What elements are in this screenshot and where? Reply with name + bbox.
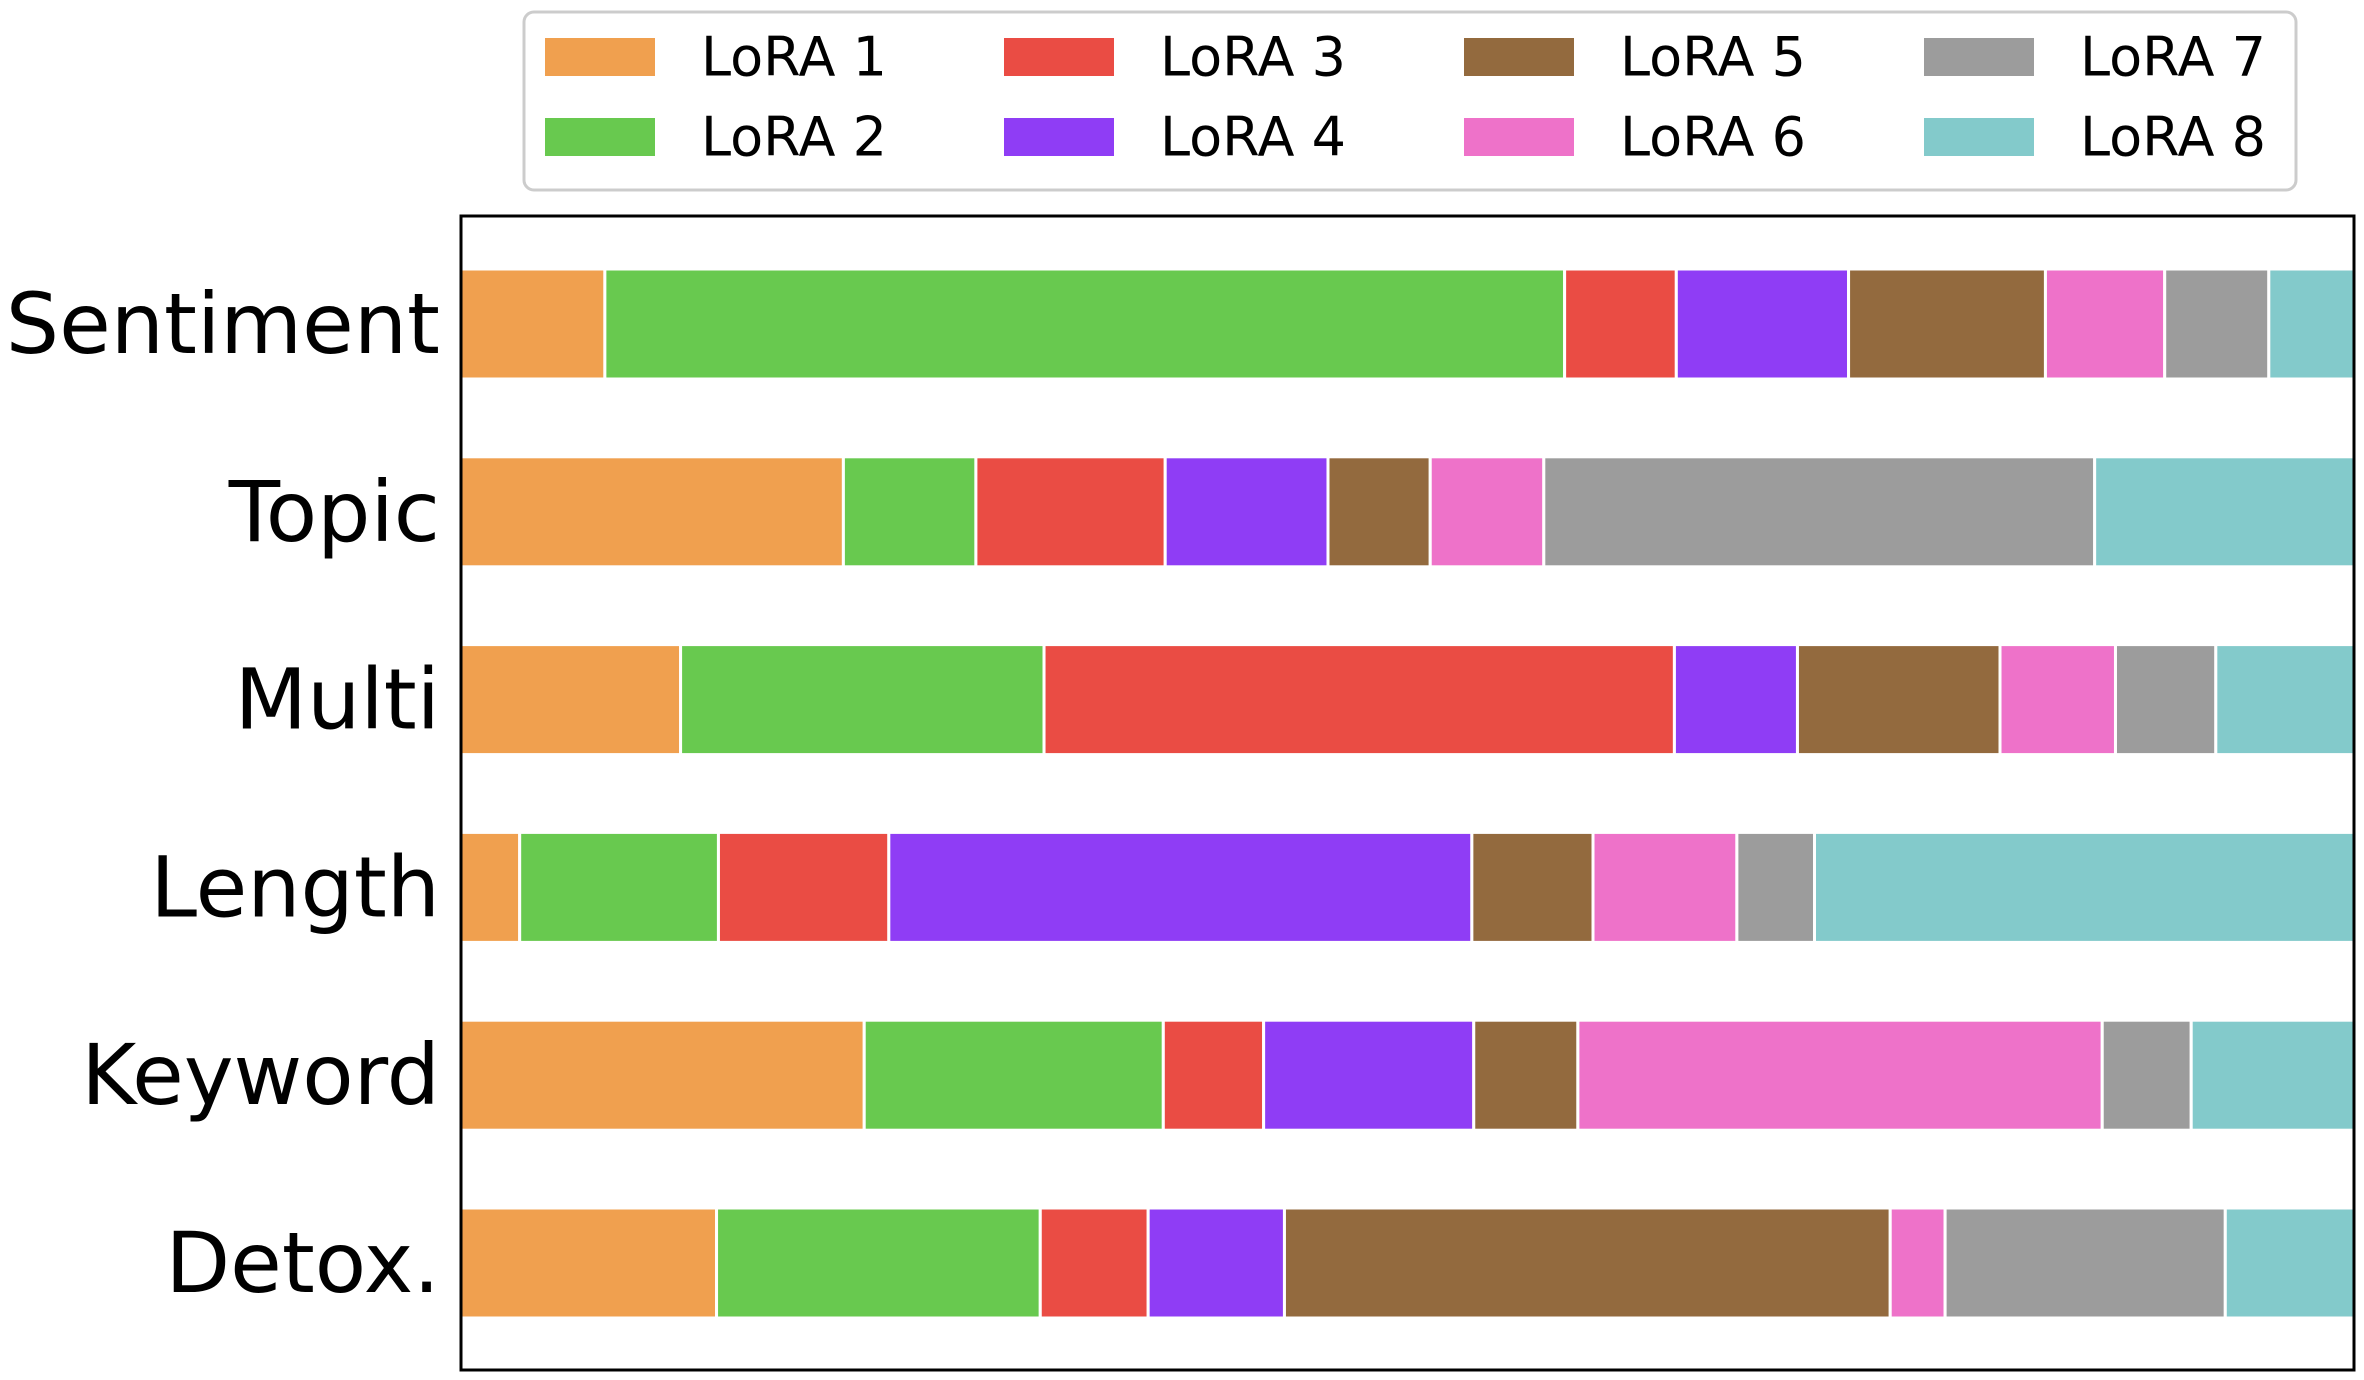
bar-segment-length-lora-8 bbox=[1813, 830, 2356, 944]
bar-segment-sentiment-lora-8 bbox=[2267, 267, 2356, 381]
bar-segment-keyword-lora-2 bbox=[862, 1018, 1165, 1132]
bar-segment-keyword-lora-3 bbox=[1161, 1018, 1266, 1132]
legend-swatch-lora-6 bbox=[1464, 118, 1574, 156]
bar-segment-length-lora-5 bbox=[1470, 830, 1595, 944]
bar-segment-topic-lora-7 bbox=[1542, 455, 2097, 569]
legend-label-lora-1: LoRA 1 bbox=[701, 26, 887, 89]
bar-segment-detox-lora-4 bbox=[1146, 1206, 1286, 1320]
bar-segment-multi-lora-7 bbox=[2113, 643, 2218, 757]
bar-segment-length-lora-1 bbox=[459, 830, 522, 944]
category-label-sentiment: Sentiment bbox=[6, 275, 440, 373]
bar-segment-topic-lora-3 bbox=[974, 455, 1167, 569]
bar-segment-topic-lora-6 bbox=[1428, 455, 1546, 569]
bar-segment-detox-lora-8 bbox=[2223, 1206, 2356, 1320]
bar-segment-detox-lora-7 bbox=[1943, 1206, 2227, 1320]
category-label-topic: Topic bbox=[228, 463, 440, 561]
category-label-detox: Detox. bbox=[165, 1214, 440, 1312]
plot-frame bbox=[459, 214, 2356, 1372]
legend-label-lora-5: LoRA 5 bbox=[1620, 26, 1806, 89]
bar-segment-multi-lora-8 bbox=[2214, 643, 2356, 757]
bar-segment-sentiment-lora-4 bbox=[1674, 267, 1851, 381]
bar-segment-keyword-lora-6 bbox=[1576, 1018, 2104, 1132]
legend-label-lora-3: LoRA 3 bbox=[1160, 26, 1346, 89]
legend-label-lora-7: LoRA 7 bbox=[2080, 26, 2266, 89]
bar-segment-keyword-lora-5 bbox=[1472, 1018, 1580, 1132]
bar-segment-keyword-lora-4 bbox=[1262, 1018, 1476, 1132]
bar-segment-keyword-lora-1 bbox=[459, 1018, 866, 1132]
legend-swatch-lora-1 bbox=[545, 38, 655, 76]
legend-label-lora-8: LoRA 8 bbox=[2080, 106, 2266, 169]
plot-area bbox=[459, 267, 2356, 1320]
legend-swatch-lora-4 bbox=[1004, 118, 1114, 156]
legend-swatch-lora-5 bbox=[1464, 38, 1574, 76]
bar-segment-keyword-lora-8 bbox=[2189, 1018, 2356, 1132]
legend-swatch-lora-7 bbox=[1924, 38, 2034, 76]
bar-segment-topic-lora-4 bbox=[1163, 455, 1330, 569]
bar-segment-keyword-lora-7 bbox=[2100, 1018, 2193, 1132]
legend-label-lora-6: LoRA 6 bbox=[1620, 106, 1806, 169]
bar-segment-sentiment-lora-1 bbox=[459, 267, 607, 381]
legend: LoRA 1 LoRA 2 LoRA 3 LoRA 4 LoRA 5 LoRA 6 LoRA… bbox=[522, 10, 2298, 192]
legend-swatch-lora-3 bbox=[1004, 38, 1114, 76]
category-label-keyword: Keyword bbox=[81, 1026, 440, 1124]
bar-segment-multi-lora-5 bbox=[1795, 643, 2002, 757]
bar-segment-detox-lora-1 bbox=[459, 1206, 719, 1320]
legend-label-lora-2: LoRA 2 bbox=[701, 106, 887, 169]
bar-segment-multi-lora-4 bbox=[1672, 643, 1799, 757]
bar-segment-topic-lora-2 bbox=[841, 455, 978, 569]
bar-segment-sentiment-lora-3 bbox=[1563, 267, 1678, 381]
bar-segment-sentiment-lora-2 bbox=[603, 267, 1567, 381]
bar-segment-topic-lora-1 bbox=[459, 455, 845, 569]
bar-segment-multi-lora-3 bbox=[1042, 643, 1676, 757]
bar-segment-length-lora-7 bbox=[1735, 830, 1816, 944]
bar-segment-length-lora-3 bbox=[716, 830, 891, 944]
bar-segment-topic-lora-5 bbox=[1326, 455, 1432, 569]
bar-segment-detox-lora-6 bbox=[1888, 1206, 1947, 1320]
category-label-length: Length bbox=[150, 838, 440, 936]
legend-swatch-lora-2 bbox=[545, 118, 655, 156]
bar-segment-multi-lora-6 bbox=[1998, 643, 2117, 757]
bar-segment-multi-lora-2 bbox=[679, 643, 1046, 757]
bar-segment-multi-lora-1 bbox=[459, 643, 683, 757]
bar-segment-length-lora-4 bbox=[887, 830, 1474, 944]
bar-segment-detox-lora-2 bbox=[715, 1206, 1042, 1320]
bar-segment-sentiment-lora-5 bbox=[1847, 267, 2047, 381]
category-labels: Sentiment Topic Multi Length Keyword Detox. bbox=[6, 275, 440, 1312]
bar-segment-sentiment-lora-7 bbox=[2163, 267, 2271, 381]
bar-segment-detox-lora-5 bbox=[1282, 1206, 1892, 1320]
legend-label-lora-4: LoRA 4 bbox=[1160, 106, 1346, 169]
legend-swatch-lora-8 bbox=[1924, 118, 2034, 156]
legend-frame bbox=[522, 10, 2298, 192]
bar-segment-topic-lora-8 bbox=[2093, 455, 2356, 569]
bar-segment-length-lora-2 bbox=[518, 830, 720, 944]
category-label-multi: Multi bbox=[235, 651, 440, 749]
bar-segment-detox-lora-3 bbox=[1038, 1206, 1150, 1320]
bar-segment-sentiment-lora-6 bbox=[2043, 267, 2167, 381]
bar-segment-length-lora-6 bbox=[1591, 830, 1739, 944]
